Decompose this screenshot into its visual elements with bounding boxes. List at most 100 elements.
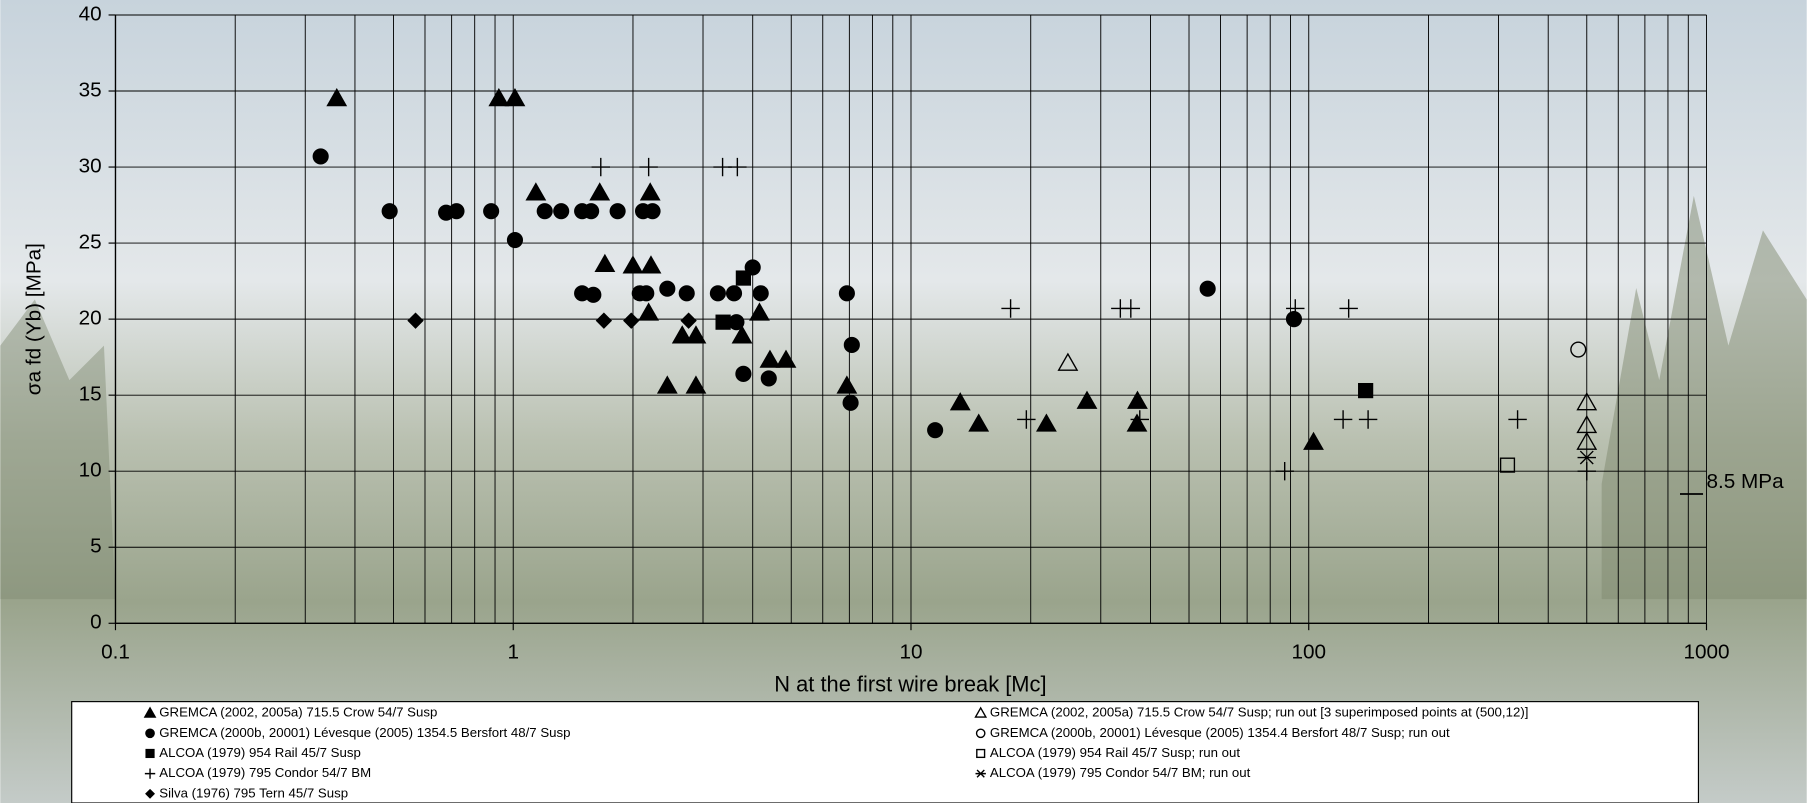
marker-circle [760, 370, 777, 387]
marker-triangle [656, 375, 678, 394]
marker-circle [725, 285, 743, 302]
marker-plus [639, 157, 658, 177]
legend-label: GREMCA (2000b, 20001) Lévesque (2005) 13… [990, 725, 1450, 740]
marker-circle [585, 286, 602, 303]
marker-circle [1570, 341, 1587, 358]
marker-triangle [622, 255, 644, 274]
marker-triangle [685, 375, 707, 394]
marker-triangle [731, 325, 753, 344]
marker-circle [678, 285, 695, 302]
marker-triangle [589, 182, 611, 201]
legend-marker [145, 748, 155, 759]
marker-circle [659, 280, 676, 297]
y-axis-label: σa fd (Yb) [MPa] [22, 243, 45, 395]
marker-circle [448, 203, 465, 220]
marker-plus [1017, 410, 1036, 429]
marker-square [1499, 457, 1516, 473]
y-tick-label: 20 [79, 307, 102, 330]
marker-plus [1333, 410, 1353, 429]
legend-marker [974, 706, 988, 718]
marker-circle [1199, 280, 1216, 297]
marker-triangle [640, 255, 662, 274]
marker-circle [483, 203, 500, 220]
marker-plus [1001, 299, 1020, 318]
legend-label: ALCOA (1979) 795 Condor 54/7 BM; run out [990, 765, 1251, 780]
marker-square [715, 314, 731, 330]
marker-circle [728, 314, 745, 331]
x-tick-label: 0.1 [101, 641, 130, 664]
y-tick-label: 5 [90, 535, 102, 558]
x-tick-label: 10 [899, 641, 922, 664]
x-axis-label: N at the first wire break [Mc] [774, 671, 1046, 696]
marker-circle [752, 285, 769, 302]
marker-triangle [504, 88, 526, 107]
reference-label: 8.5 MPa [1707, 470, 1785, 493]
x-tick-label: 100 [1291, 641, 1326, 664]
marker-triangle [671, 325, 693, 344]
marker-plus [1339, 299, 1358, 318]
marker-plus [1121, 299, 1141, 318]
legend-label: ALCOA (1979) 795 Condor 54/7 BM [159, 765, 371, 780]
y-tick-label: 0 [90, 611, 102, 634]
marker-circle [638, 285, 655, 302]
marker-star [1577, 450, 1596, 465]
marker-circle [1285, 311, 1303, 328]
marker-circle [536, 203, 553, 220]
marker-triangle [749, 302, 770, 321]
marker-triangle [1126, 413, 1148, 432]
marker-triangle [594, 253, 616, 272]
legend-label: GREMCA (2000b, 20001) Lévesque (2005) 13… [159, 725, 570, 740]
legend-marker [976, 748, 986, 759]
legend-label: Silva (1976) 795 Tern 45/7 Susp [159, 785, 348, 800]
marker-diamond [407, 312, 424, 329]
marker-circle [609, 203, 626, 220]
legend-label: ALCOA (1979) 954 Rail 45/7 Susp; run out [990, 745, 1240, 760]
marker-triangle [836, 375, 858, 394]
marker-triangle [1576, 431, 1598, 450]
legend-label: ALCOA (1979) 954 Rail 45/7 Susp [159, 745, 361, 760]
marker-square [735, 270, 751, 286]
marker-triangle [775, 349, 797, 368]
legend-marker [143, 706, 157, 718]
marker-triangle [759, 349, 781, 368]
marker-triangle [685, 325, 707, 344]
marker-plus [591, 157, 610, 177]
legend-label: GREMCA (2002, 2005a) 715.5 Crow 54/7 Sus… [990, 705, 1529, 720]
marker-diamond [623, 312, 640, 329]
marker-triangle [1035, 413, 1057, 432]
marker-triangle [1127, 390, 1148, 409]
marker-square [1358, 382, 1374, 399]
marker-plus [1275, 461, 1294, 481]
marker-circle [843, 336, 860, 354]
marker-triangle [638, 302, 660, 321]
legend-marker [145, 788, 156, 799]
marker-triangle [639, 182, 661, 201]
y-tick-label: 30 [79, 155, 102, 178]
marker-circle [583, 203, 600, 220]
x-tick-label: 1 [507, 641, 519, 664]
marker-plus [1286, 299, 1305, 318]
marker-triangle [1076, 390, 1098, 409]
marker-plus [1358, 410, 1378, 429]
legend-marker [144, 768, 156, 779]
marker-circle [735, 365, 752, 382]
marker-circle [927, 422, 944, 439]
y-tick-label: 40 [79, 2, 102, 25]
marker-circle [506, 231, 524, 249]
marker-plus [1577, 461, 1596, 481]
y-tick-label: 35 [79, 78, 102, 101]
marker-circle [553, 203, 570, 220]
plot-area: 0.1 1 10 100 1000 0 5 10 15 20 25 30 35 40 8.5 MPa [79, 2, 1785, 663]
tree-silhouette [1601, 195, 1807, 600]
marker-triangle [326, 88, 348, 107]
legend-marker [975, 728, 986, 739]
marker-plus [728, 157, 747, 177]
marker-triangle [1303, 431, 1324, 450]
legend-marker [975, 769, 986, 778]
marker-diamond [680, 312, 697, 329]
marker-diamond [595, 312, 613, 329]
x-tick-label: 1000 [1683, 641, 1729, 664]
y-tick-label: 10 [79, 459, 102, 482]
